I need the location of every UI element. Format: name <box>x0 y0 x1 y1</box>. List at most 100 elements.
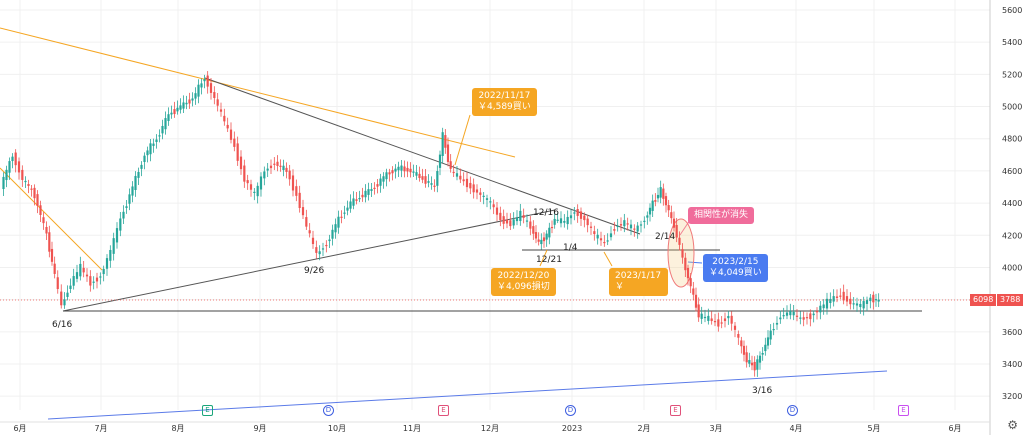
candle-body <box>11 156 14 162</box>
annotation-jan17: 2023/1/17 ￥ <box>609 268 668 296</box>
candle-body <box>548 227 551 238</box>
candle-body <box>102 268 105 275</box>
candle-body <box>593 231 596 235</box>
candle-body <box>495 207 499 215</box>
candle-body <box>418 173 421 179</box>
candle-body <box>700 313 703 319</box>
candle-body <box>659 187 662 198</box>
candle-body <box>406 167 409 172</box>
candle-body <box>540 239 543 245</box>
candle-body <box>449 161 452 169</box>
candle-body <box>21 169 24 180</box>
candle-body <box>176 107 179 112</box>
gear-icon[interactable]: ⚙ <box>1007 418 1018 432</box>
candle-body <box>485 198 489 200</box>
candle-body <box>462 179 465 182</box>
support-line <box>62 209 556 312</box>
candle-body <box>391 170 394 174</box>
candle-body <box>409 168 412 173</box>
candle-body <box>877 299 880 302</box>
candle-body <box>288 170 291 180</box>
candle-body <box>869 297 872 302</box>
candle-body <box>852 303 855 305</box>
candle-body <box>579 211 583 219</box>
point-label-0926: 9/26 <box>304 266 325 276</box>
candle-body <box>465 178 469 188</box>
candle-body <box>525 220 529 222</box>
annotation-price: ￥4,096損切 <box>497 282 550 292</box>
candle-body <box>92 281 95 283</box>
annotation-date: 2022/12/20 <box>497 271 550 281</box>
candle-body <box>656 194 660 199</box>
candle-body <box>50 248 54 262</box>
candle-body <box>364 190 367 198</box>
candle-body <box>753 361 756 371</box>
candle-body <box>30 188 33 190</box>
candle-body <box>874 299 878 301</box>
y-tick-label: 3200 <box>1002 392 1022 401</box>
candle-body <box>761 353 764 355</box>
annotation-price: ￥ <box>615 282 625 292</box>
candle-body <box>273 163 276 165</box>
candle-body <box>137 171 140 178</box>
candle-body <box>385 172 388 180</box>
candle-body <box>825 298 829 309</box>
candle-body <box>795 315 799 317</box>
candle-body <box>361 194 364 198</box>
annotation-buy-feb15: 2023/2/15 ￥4,049買い <box>703 254 768 282</box>
candle-body <box>216 99 219 106</box>
point-label-0104: 1/4 <box>563 243 578 253</box>
annotation-text: 相関性が消失 <box>694 210 749 220</box>
candle-body <box>367 189 370 195</box>
candle-body <box>63 299 66 306</box>
candle-body <box>727 315 730 319</box>
candle-body <box>576 209 579 216</box>
candle-body <box>686 267 690 279</box>
candle-body <box>285 167 288 172</box>
candle-body <box>733 325 737 330</box>
candle-body <box>161 125 164 134</box>
event-dividend-marker[interactable]: D <box>787 405 798 416</box>
candle-body <box>337 216 340 228</box>
event-dividend-marker[interactable]: D <box>565 405 576 416</box>
candle-body <box>182 102 185 109</box>
candle-body <box>213 92 216 98</box>
candle-body <box>128 194 131 204</box>
candle-body <box>206 75 209 87</box>
x-tick-label: 3月 <box>709 424 722 433</box>
candle-body <box>629 224 633 229</box>
candle-body <box>681 249 684 258</box>
candle-body <box>56 277 59 290</box>
candle-body <box>66 292 69 297</box>
candle-body <box>654 200 657 202</box>
candle-body <box>799 317 802 319</box>
candle-body <box>95 277 99 282</box>
event-earnings-marker[interactable]: E <box>898 405 909 416</box>
event-earnings-marker[interactable]: E <box>438 405 449 416</box>
candle-body <box>427 181 430 183</box>
candle-body <box>415 172 418 176</box>
candle-body <box>349 201 352 209</box>
candle-body <box>675 224 678 238</box>
candle-body <box>710 318 713 322</box>
event-dividend-marker[interactable]: D <box>323 405 334 416</box>
candle-body <box>125 206 128 208</box>
candle-body <box>643 220 646 222</box>
candle-body <box>164 118 167 130</box>
candle-body <box>79 263 82 277</box>
candle-body <box>583 215 586 221</box>
candle-body <box>446 144 450 162</box>
event-earnings-marker[interactable]: E <box>670 405 681 416</box>
candle-body <box>596 234 599 239</box>
candle-body <box>842 291 845 301</box>
candle-body <box>639 224 643 226</box>
candle-body <box>152 143 155 146</box>
candle-body <box>832 296 835 302</box>
candle-body <box>421 176 424 180</box>
candle-body <box>301 207 305 216</box>
event-earnings-marker[interactable]: E <box>202 405 213 416</box>
candle-body <box>99 276 102 278</box>
candle-body <box>862 301 865 309</box>
callout-line <box>687 261 703 264</box>
candle-body <box>42 217 45 224</box>
